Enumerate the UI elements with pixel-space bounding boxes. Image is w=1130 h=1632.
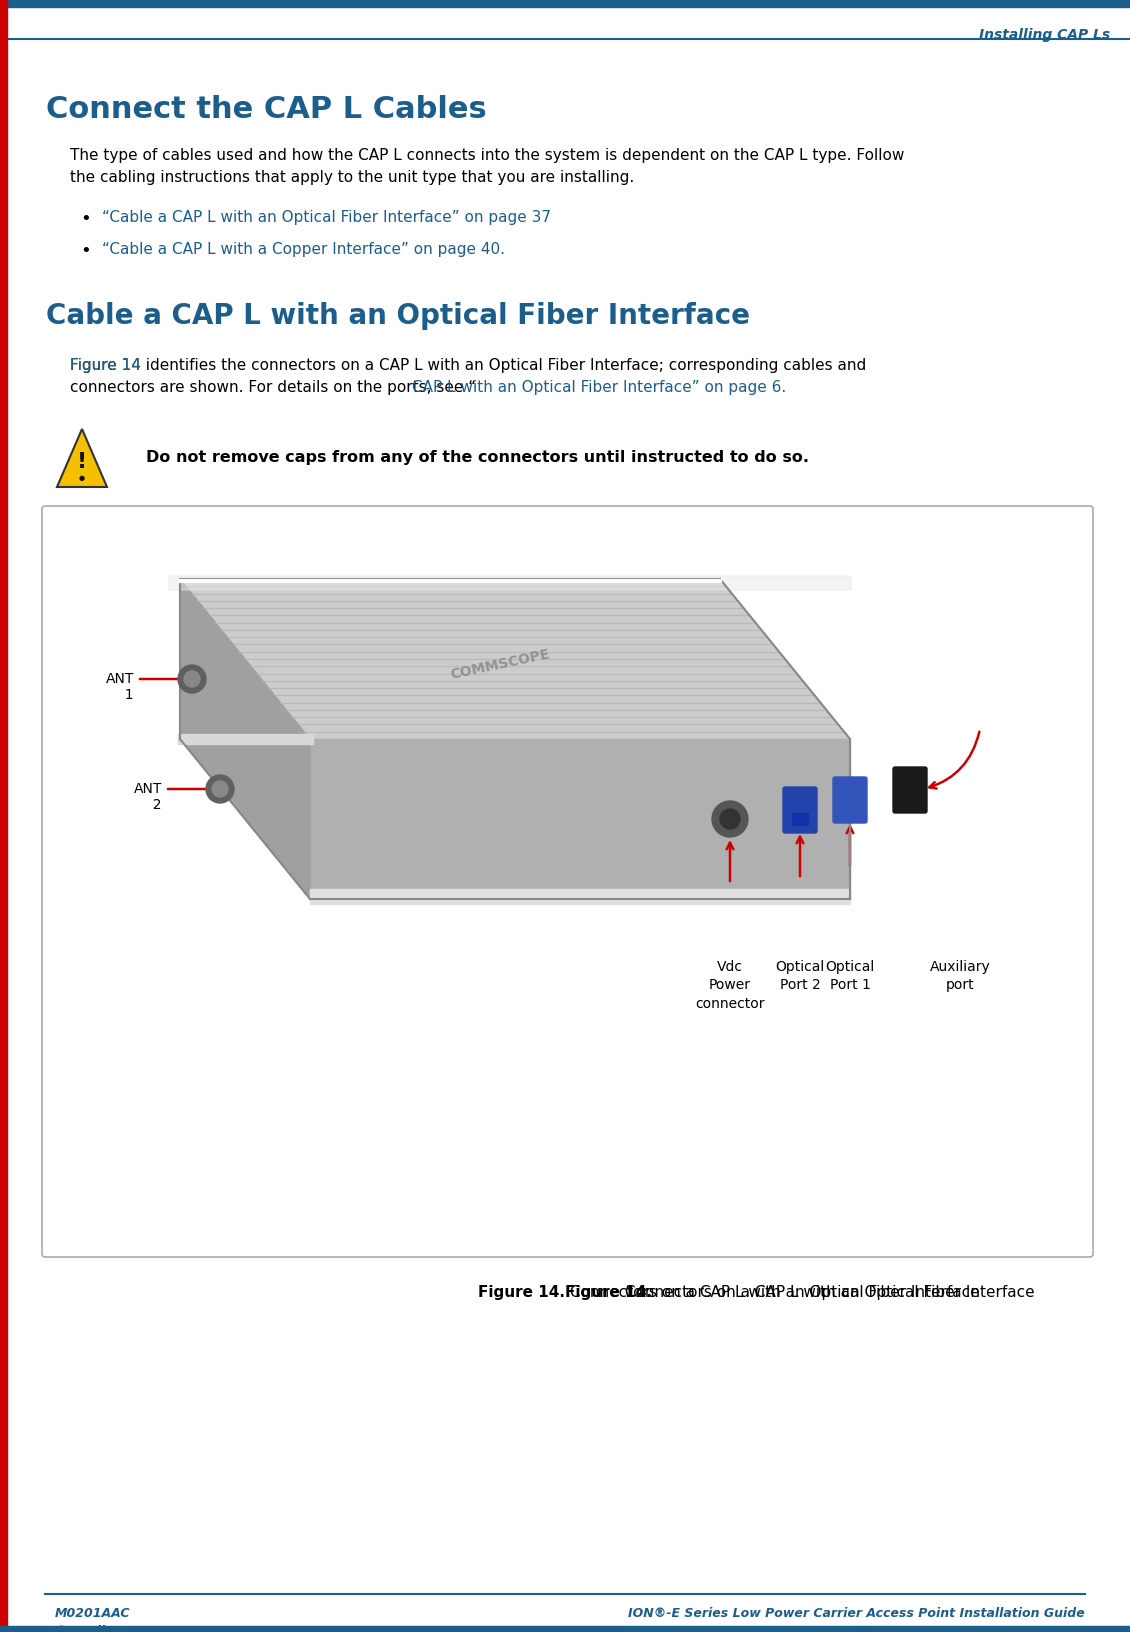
Bar <box>792 813 808 826</box>
Text: COMMSCOPE: COMMSCOPE <box>449 648 551 682</box>
Circle shape <box>206 775 234 803</box>
Text: Connectors on a CAP L with an Optical Fiber Interface: Connectors on a CAP L with an Optical Fi… <box>620 1284 1035 1299</box>
Bar <box>0 1625 1130 1632</box>
FancyBboxPatch shape <box>783 788 817 834</box>
Polygon shape <box>310 739 850 899</box>
Text: Do not remove caps from any of the connectors until instructed to do so.: Do not remove caps from any of the conne… <box>146 450 809 465</box>
Text: CAP L with an Optical Fiber Interface” on page 6.: CAP L with an Optical Fiber Interface” o… <box>411 380 786 395</box>
Text: ANT
  1: ANT 1 <box>105 672 134 702</box>
Text: Figure 14 identifies the connectors on a CAP L with an Optical Fiber Interface; : Figure 14 identifies the connectors on a… <box>70 357 867 372</box>
Polygon shape <box>180 579 310 899</box>
Text: Auxiliary
port: Auxiliary port <box>930 960 990 992</box>
Bar <box>310 889 850 904</box>
FancyBboxPatch shape <box>833 777 867 824</box>
Text: The type of cables used and how the CAP L connects into the system is dependent : The type of cables used and how the CAP … <box>70 149 904 163</box>
Circle shape <box>712 801 748 837</box>
Text: Figure 14.: Figure 14. <box>565 1284 652 1299</box>
Text: Figure 14: Figure 14 <box>70 357 141 372</box>
Bar <box>0 0 1130 8</box>
Polygon shape <box>56 429 107 488</box>
Text: ION®-E Series Low Power Carrier Access Point Installation Guide: ION®-E Series Low Power Carrier Access P… <box>628 1606 1085 1619</box>
Text: !: ! <box>77 452 87 472</box>
Circle shape <box>212 782 228 798</box>
Text: “Cable a CAP L with a Copper Interface” on page 40.: “Cable a CAP L with a Copper Interface” … <box>102 242 505 256</box>
Text: Connectors on a CAP L with an Optical Fiber Interface: Connectors on a CAP L with an Optical Fi… <box>565 1284 980 1299</box>
Text: ANT
  2: ANT 2 <box>133 782 162 811</box>
Polygon shape <box>180 579 850 739</box>
Text: the cabling instructions that apply to the unit type that you are installing.: the cabling instructions that apply to t… <box>70 170 634 184</box>
Text: •: • <box>80 211 90 228</box>
Text: ●: ● <box>79 475 85 480</box>
Text: connectors are shown. For details on the ports, see “: connectors are shown. For details on the… <box>70 380 476 395</box>
FancyBboxPatch shape <box>170 576 851 591</box>
Text: M0201AAC: M0201AAC <box>55 1606 130 1619</box>
Text: Optical
Port 1: Optical Port 1 <box>825 960 875 992</box>
Text: Cable a CAP L with an Optical Fiber Interface: Cable a CAP L with an Optical Fiber Inte… <box>46 302 750 330</box>
FancyBboxPatch shape <box>893 767 927 813</box>
Text: Vdc
Power
connector: Vdc Power connector <box>695 960 765 1010</box>
Bar <box>179 734 313 744</box>
FancyBboxPatch shape <box>42 506 1093 1257</box>
Circle shape <box>179 666 206 694</box>
Text: Page 37: Page 37 <box>1029 1624 1085 1632</box>
Text: Installing CAP Ls: Installing CAP Ls <box>979 28 1110 42</box>
Text: “Cable a CAP L with an Optical Fiber Interface” on page 37: “Cable a CAP L with an Optical Fiber Int… <box>102 211 551 225</box>
Text: © April 2018 CommScope, Inc.: © April 2018 CommScope, Inc. <box>55 1624 270 1632</box>
Circle shape <box>184 672 200 687</box>
Text: Figure 14.: Figure 14. <box>478 1284 565 1299</box>
Bar <box>0 0 7 1632</box>
Circle shape <box>720 809 740 829</box>
Text: •: • <box>80 242 90 259</box>
Text: Optical
Port 2: Optical Port 2 <box>775 960 825 992</box>
Text: Connect the CAP L Cables: Connect the CAP L Cables <box>46 95 487 124</box>
